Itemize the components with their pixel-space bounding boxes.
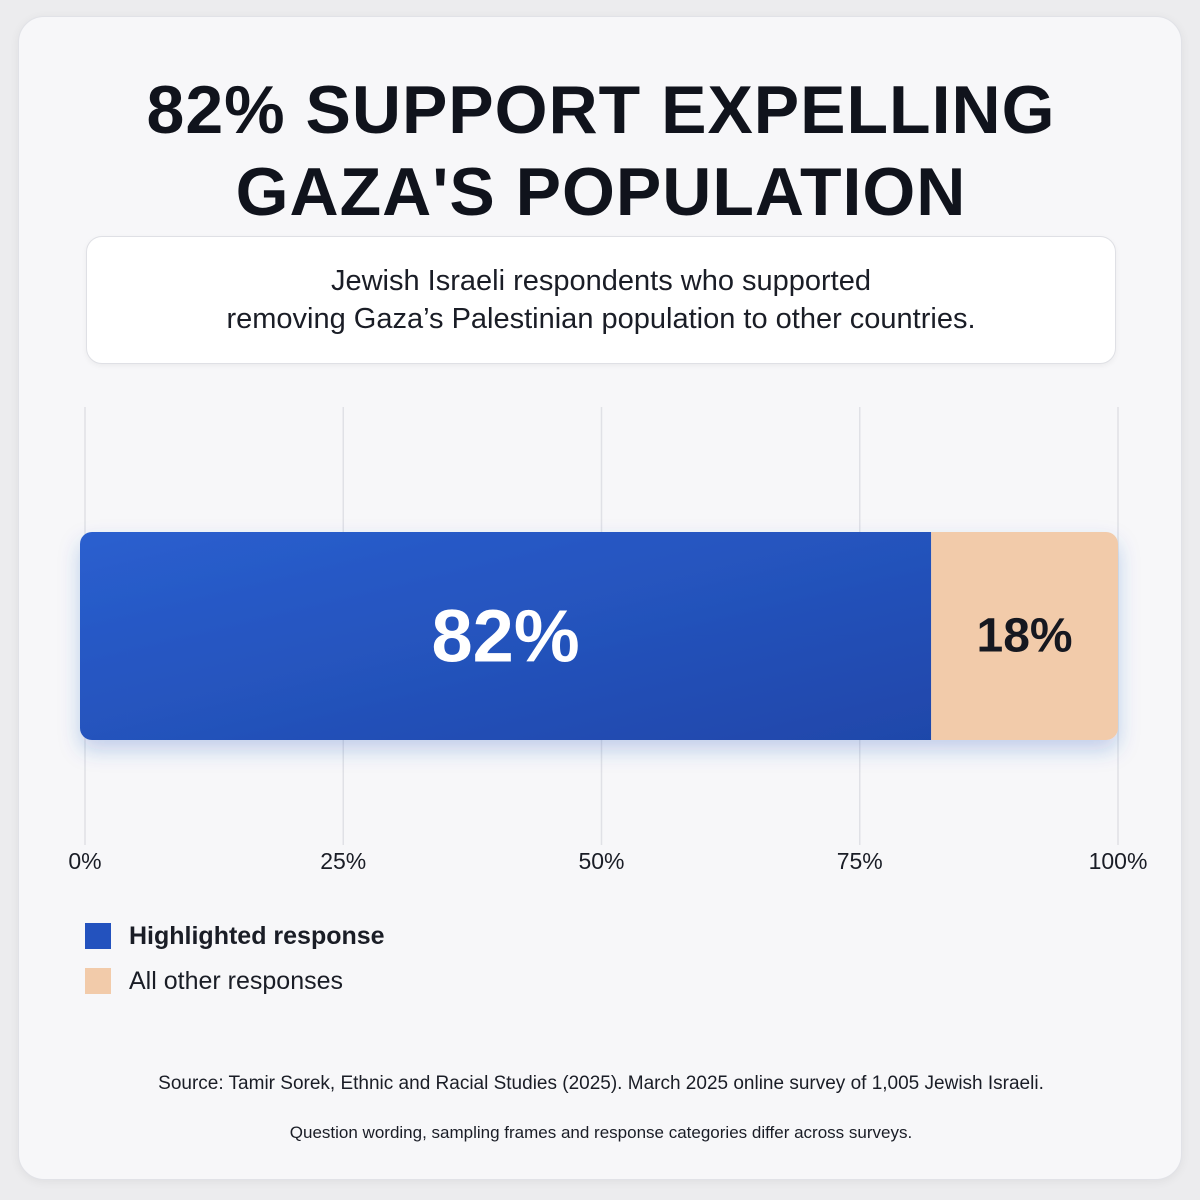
legend-item-other: All other responses <box>85 967 385 995</box>
title-line-1: 82% SUPPORT EXPELLING <box>146 72 1056 148</box>
bar-segment-highlighted <box>80 532 932 740</box>
x-tick-label: 0% <box>68 848 101 874</box>
bar-data-label-highlighted: 82% <box>432 595 580 678</box>
bar-segment-other <box>931 532 1118 740</box>
source-text: Source: Tamir Sorek, Ethnic and Racial S… <box>158 1073 1044 1094</box>
subtitle-line-2: removing Gaza’s Palestinian population t… <box>226 303 976 335</box>
bar-data-label-other: 18% <box>977 610 1073 663</box>
legend-swatch-other <box>85 968 111 994</box>
title-line-2: GAZA'S POPULATION <box>235 154 967 230</box>
subtitle: Jewish Israeli respondents who supported… <box>226 262 975 338</box>
legend: Highlighted response All other responses <box>85 922 385 1012</box>
page-title: 82% SUPPORT EXPELLING GAZA'S POPULATION <box>19 69 1183 233</box>
infographic-card: 82% SUPPORT EXPELLING GAZA'S POPULATION … <box>18 16 1182 1180</box>
x-tick-label: 100% <box>1089 848 1148 874</box>
legend-item-highlighted: Highlighted response <box>85 922 385 950</box>
x-tick-label: 25% <box>320 848 366 874</box>
subtitle-box: Jewish Israeli respondents who supported… <box>86 236 1116 364</box>
stacked-bar-chart: 82% 18% 0% 25% 50% 75% 100% <box>68 407 1148 874</box>
legend-swatch-highlighted <box>85 923 111 949</box>
x-tick-label: 75% <box>837 848 883 874</box>
legend-label-highlighted: Highlighted response <box>129 921 385 950</box>
legend-label-other: All other responses <box>129 966 344 995</box>
subtitle-line-1: Jewish Israeli respondents who supported <box>330 265 871 297</box>
x-tick-label: 50% <box>578 848 624 874</box>
note-text: Question wording, sampling frames and re… <box>289 1123 913 1142</box>
